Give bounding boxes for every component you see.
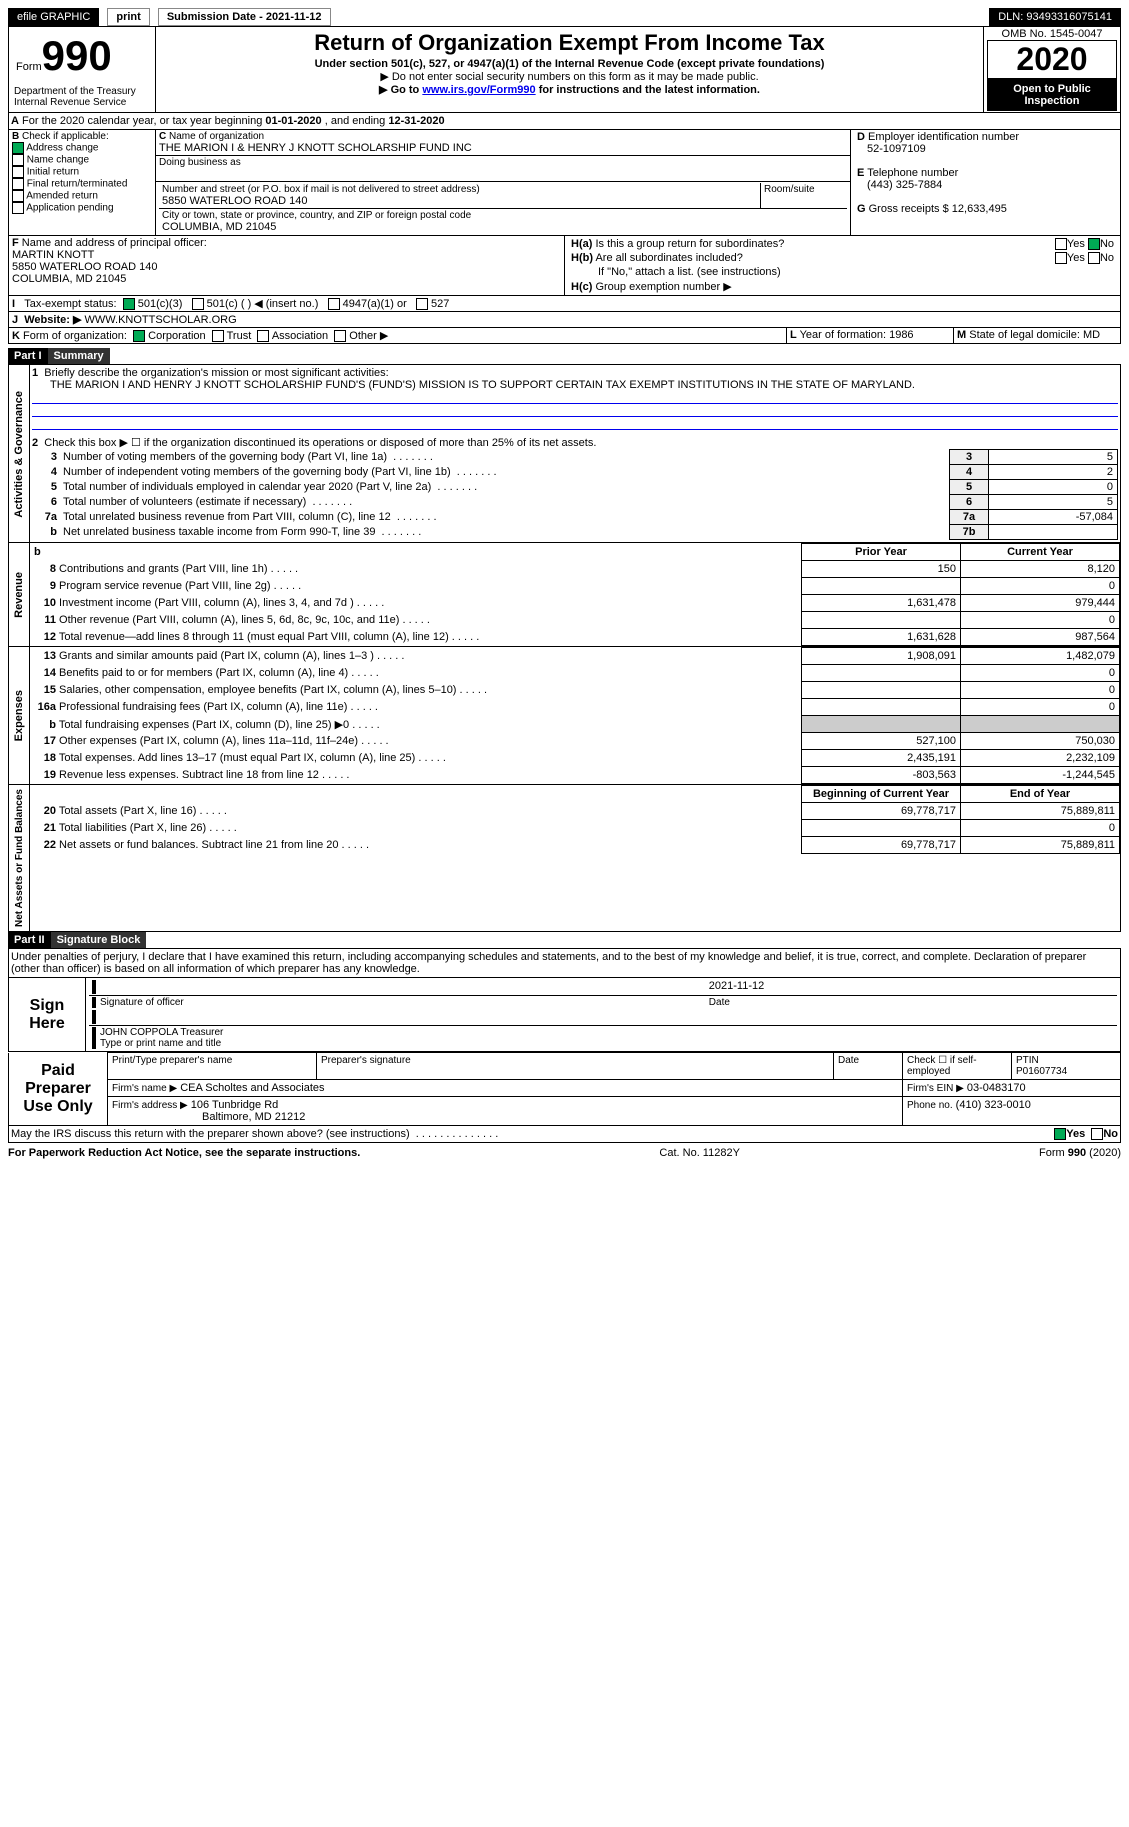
f-h-block: F Name and address of principal officer:… [8,236,1121,296]
expenses-section: Expenses 13 Grants and similar amounts p… [8,647,1121,785]
governance-section: Activities & Governance 1 Briefly descri… [8,364,1121,543]
netassets-section: Net Assets or Fund Balances Beginning of… [8,785,1121,932]
rev-side-label: Revenue [11,568,27,622]
irs-link[interactable]: www.irs.gov/Form990 [422,84,535,96]
checkbox-address-change[interactable] [12,142,24,154]
sign-here-block: Sign Here 2021-11-12 Signature of office… [8,978,1121,1052]
exp-side-label: Expenses [11,686,27,745]
checkbox-final-return-terminated[interactable] [12,178,24,190]
declaration: Under penalties of perjury, I declare th… [8,948,1121,978]
city-state-zip: COLUMBIA, MD 21045 [162,221,844,233]
officer-name: MARTIN KNOTT [12,249,94,261]
room-suite-label: Room/suite [761,183,848,209]
dba [159,168,847,180]
part1-badge: Part I [8,348,48,364]
part1-title: Summary [48,348,110,364]
form-header: Form990 Department of the TreasuryIntern… [8,26,1121,113]
form-subtitle: Under section 501(c), 527, or 4947(a)(1)… [159,58,980,70]
firm-addr: 106 Tunbridge Rd [191,1099,278,1111]
dln-box: DLN: 93493316075141 [989,8,1121,26]
checkbox-initial-return[interactable] [12,166,24,178]
topbar: efile GRAPHIC print Submission Date - 20… [8,8,1121,26]
part2-header-row: Part IISignature Block [8,932,1121,948]
k-l-m-block: K Form of organization: Corporation Trus… [8,328,1121,344]
submission-date-box: Submission Date - 2021-11-12 [158,8,331,26]
sign-date: 2021-11-12 [709,980,764,992]
part2-badge: Part II [8,932,51,948]
print-button[interactable]: print [107,8,149,26]
gov-side-label: Activities & Governance [11,387,27,522]
mission-text: THE MARION I AND HENRY J KNOTT SCHOLARSH… [32,379,1118,391]
gross-receipts: 12,633,495 [952,203,1007,215]
note-goto: ▶ Go to www.irs.gov/Form990 for instruct… [159,83,980,96]
line-a: A For the 2020 calendar year, or tax yea… [8,113,1121,130]
open-public: Open to PublicInspection [987,79,1117,111]
ein: 52-1097109 [857,143,1117,155]
b-label: Check if applicable: [22,131,109,142]
part2-title: Signature Block [51,932,147,948]
tax-year: 2020 [987,40,1117,79]
page-footer: For Paperwork Reduction Act Notice, see … [8,1147,1121,1159]
firm-ein: 03-0483170 [967,1082,1026,1094]
note-ssn: ▶ Do not enter social security numbers o… [159,70,980,83]
checkbox-application-pending[interactable] [12,202,24,214]
street-address: 5850 WATERLOO ROAD 140 [162,195,757,207]
net-side-label: Net Assets or Fund Balances [12,785,27,931]
entity-block: B Check if applicable: Address change Na… [8,130,1121,236]
ptin: P01607734 [1016,1066,1067,1077]
website: WWW.KNOTTSCHOLAR.ORG [84,314,236,326]
dept-label: Department of the TreasuryInternal Reven… [12,84,152,110]
officer-signed: JOHN COPPOLA Treasurer [100,1027,223,1038]
revenue-section: Revenue bPrior YearCurrent Year 8 Contri… [8,543,1121,647]
checkbox-name-change[interactable] [12,154,24,166]
firm-phone: (410) 323-0010 [956,1099,1031,1111]
org-name: THE MARION I & HENRY J KNOTT SCHOLARSHIP… [159,142,847,154]
paid-preparer-block: Paid Preparer Use Only Print/Type prepar… [8,1052,1121,1126]
omb-label: OMB No. 1545-0047 [987,28,1117,40]
form-label: Form990 [12,28,152,84]
checkbox-amended-return[interactable] [12,190,24,202]
part1-header-row: Part ISummary [8,348,1121,364]
discuss-row: May the IRS discuss this return with the… [8,1126,1121,1143]
phone: (443) 325-7884 [857,179,1117,191]
i-j-block: I Tax-exempt status: 501(c)(3) 501(c) ( … [8,296,1121,328]
form-title: Return of Organization Exempt From Incom… [159,28,980,58]
firm-name: CEA Scholtes and Associates [180,1082,324,1094]
efile-button[interactable]: efile GRAPHIC [8,8,99,26]
